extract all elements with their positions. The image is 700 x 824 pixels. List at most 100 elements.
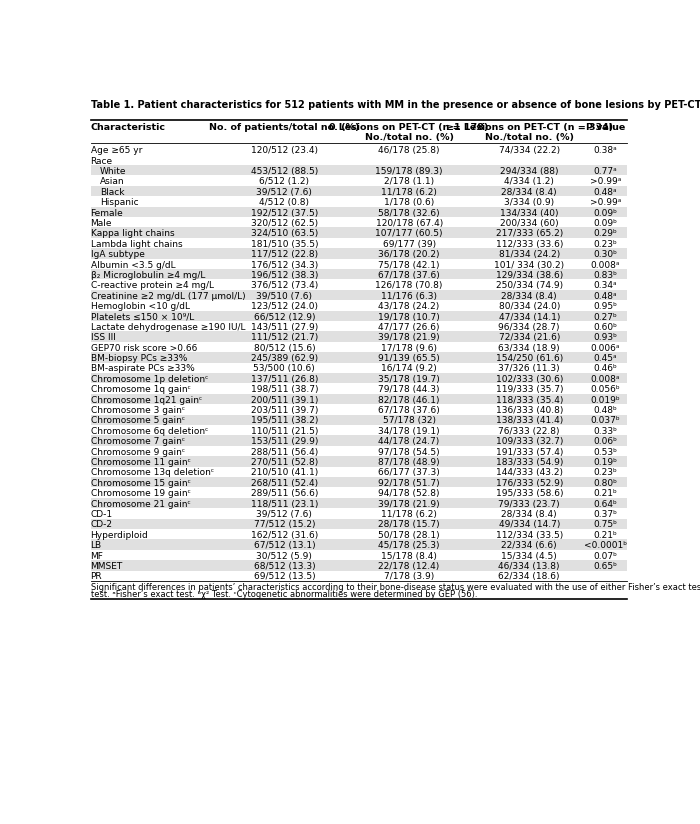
Text: 0.45ᵃ: 0.45ᵃ [594,354,617,363]
Text: Chromosome 1q21 gainᶜ: Chromosome 1q21 gainᶜ [90,396,202,405]
Text: 0.037ᵇ: 0.037ᵇ [590,416,620,425]
Text: 28/334 (8.4): 28/334 (8.4) [501,188,557,197]
Text: MMSET: MMSET [90,562,123,571]
Text: Black: Black [100,188,125,197]
Text: 0.008ᵃ: 0.008ᵃ [591,375,620,384]
Text: 0.21ᵇ: 0.21ᵇ [594,489,617,499]
Text: 245/389 (62.9): 245/389 (62.9) [251,354,318,363]
Text: 4/512 (0.8): 4/512 (0.8) [260,198,309,207]
Text: 15/178 (8.4): 15/178 (8.4) [382,551,437,560]
Text: Characteristic: Characteristic [90,123,166,132]
Bar [90,186,627,196]
Bar [90,560,627,570]
Text: 0.06ᵇ: 0.06ᵇ [593,438,617,447]
Text: 16/174 (9.2): 16/174 (9.2) [382,364,437,373]
Text: 0.34ᵃ: 0.34ᵃ [594,281,617,290]
Text: 79/333 (23.7): 79/333 (23.7) [498,499,560,508]
Text: PR: PR [90,573,102,582]
Text: 69/512 (13.5): 69/512 (13.5) [253,573,315,582]
Text: 68/512 (13.3): 68/512 (13.3) [253,562,315,571]
Text: 11/176 (6.3): 11/176 (6.3) [381,292,437,301]
Bar [90,414,627,425]
Text: 107/177 (60.5): 107/177 (60.5) [375,229,443,238]
Text: 136/333 (40.8): 136/333 (40.8) [496,406,563,415]
Text: 0.09ᵇ: 0.09ᵇ [593,208,617,218]
Text: 37/326 (11.3): 37/326 (11.3) [498,364,560,373]
Text: Hispanic: Hispanic [100,198,139,207]
Text: 120/512 (23.4): 120/512 (23.4) [251,146,318,155]
Text: 294/334 (88): 294/334 (88) [500,167,559,176]
Text: No. of patients/total no. (%): No. of patients/total no. (%) [209,123,360,132]
Text: 1/178 (0.6): 1/178 (0.6) [384,198,434,207]
Text: CD-2: CD-2 [90,521,113,529]
Text: 91/139 (65.5): 91/139 (65.5) [378,354,440,363]
Text: 11/178 (6.2): 11/178 (6.2) [382,188,437,197]
Text: Chromosome 21 gainᶜ: Chromosome 21 gainᶜ [90,499,190,508]
Text: 43/178 (24.2): 43/178 (24.2) [379,302,440,311]
Text: 81/334 (24.2): 81/334 (24.2) [498,250,560,259]
Text: 28/334 (8.4): 28/334 (8.4) [501,510,557,519]
Text: Lactate dehydrogenase ≥190 IU/L: Lactate dehydrogenase ≥190 IU/L [90,323,245,332]
Text: 112/333 (33.6): 112/333 (33.6) [496,240,563,249]
Text: Chromosome 11 gainᶜ: Chromosome 11 gainᶜ [90,458,190,467]
Bar [90,498,627,508]
Text: 0.006ᵃ: 0.006ᵃ [591,344,620,353]
Text: Chromosome 7 gainᶜ: Chromosome 7 gainᶜ [90,438,185,447]
Text: 0.93ᵇ: 0.93ᵇ [593,333,617,342]
Text: 0.37ᵇ: 0.37ᵇ [593,510,617,519]
Text: 102/333 (30.6): 102/333 (30.6) [496,375,563,384]
Text: 289/511 (56.6): 289/511 (56.6) [251,489,318,499]
Text: 162/512 (31.6): 162/512 (31.6) [251,531,318,540]
Text: 118/333 (35.4): 118/333 (35.4) [496,396,563,405]
Text: 0.019ᵇ: 0.019ᵇ [590,396,620,405]
Text: 0.21ᵇ: 0.21ᵇ [594,531,617,540]
Text: Hemoglobin <10 g/dL: Hemoglobin <10 g/dL [90,302,190,311]
Text: test. ᵃFisher’s exact test. ᵇχ² Test. ᶜCytogenetic abnormalities were determined: test. ᵃFisher’s exact test. ᵇχ² Test. ᶜC… [90,590,477,599]
Text: 198/511 (38.7): 198/511 (38.7) [251,386,318,394]
Text: Male: Male [90,219,112,228]
Text: 97/178 (54.5): 97/178 (54.5) [378,447,440,456]
Bar [90,405,627,414]
Text: 110/511 (21.5): 110/511 (21.5) [251,427,318,436]
Bar [90,269,627,279]
Text: Albumin <3.5 g/dL: Albumin <3.5 g/dL [90,260,175,269]
Bar [90,435,627,446]
Bar [90,259,627,269]
Text: 46/334 (13.8): 46/334 (13.8) [498,562,560,571]
Text: CD-1: CD-1 [90,510,113,519]
Bar [90,300,627,311]
Text: 0.95ᵇ: 0.95ᵇ [593,302,617,311]
Text: IgA subtype: IgA subtype [90,250,144,259]
Text: 217/333 (65.2): 217/333 (65.2) [496,229,563,238]
Text: 49/334 (14.7): 49/334 (14.7) [498,521,560,529]
Text: 176/333 (52.9): 176/333 (52.9) [496,479,563,488]
Text: 210/510 (41.1): 210/510 (41.1) [251,468,318,477]
Bar [90,425,627,435]
Text: 76/333 (22.8): 76/333 (22.8) [498,427,560,436]
Text: No./total no. (%): No./total no. (%) [365,133,454,142]
Text: Chromosome 6q deletionᶜ: Chromosome 6q deletionᶜ [90,427,208,436]
Bar [90,227,627,238]
Text: >0.99ᵃ: >0.99ᵃ [589,177,621,186]
Text: 0.48ᵇ: 0.48ᵇ [594,406,617,415]
Text: 47/334 (14.1): 47/334 (14.1) [498,312,560,321]
Text: 0.19ᵇ: 0.19ᵇ [593,458,617,467]
Text: 181/510 (35.5): 181/510 (35.5) [251,240,318,249]
Text: Race: Race [90,157,113,166]
Bar [90,176,627,186]
Text: 0 Lesions on PET-CT (n = 178): 0 Lesions on PET-CT (n = 178) [330,123,489,132]
Text: 109/333 (32.7): 109/333 (32.7) [496,438,563,447]
Bar [90,217,627,227]
Text: 250/334 (74.9): 250/334 (74.9) [496,281,563,290]
Text: 80/334 (24.0): 80/334 (24.0) [498,302,560,311]
Text: 11/178 (6.2): 11/178 (6.2) [382,510,437,519]
Text: LB: LB [90,541,101,550]
Text: 0.46ᵇ: 0.46ᵇ [594,364,617,373]
Text: C-reactive protein ≥4 mg/L: C-reactive protein ≥4 mg/L [90,281,214,290]
Text: 19/178 (10.7): 19/178 (10.7) [378,312,440,321]
Text: 7/178 (3.9): 7/178 (3.9) [384,573,434,582]
Bar [90,248,627,259]
Text: Chromosome 1p deletionᶜ: Chromosome 1p deletionᶜ [90,375,208,384]
Text: 324/510 (63.5): 324/510 (63.5) [251,229,318,238]
Text: 0.80ᵇ: 0.80ᵇ [593,479,617,488]
